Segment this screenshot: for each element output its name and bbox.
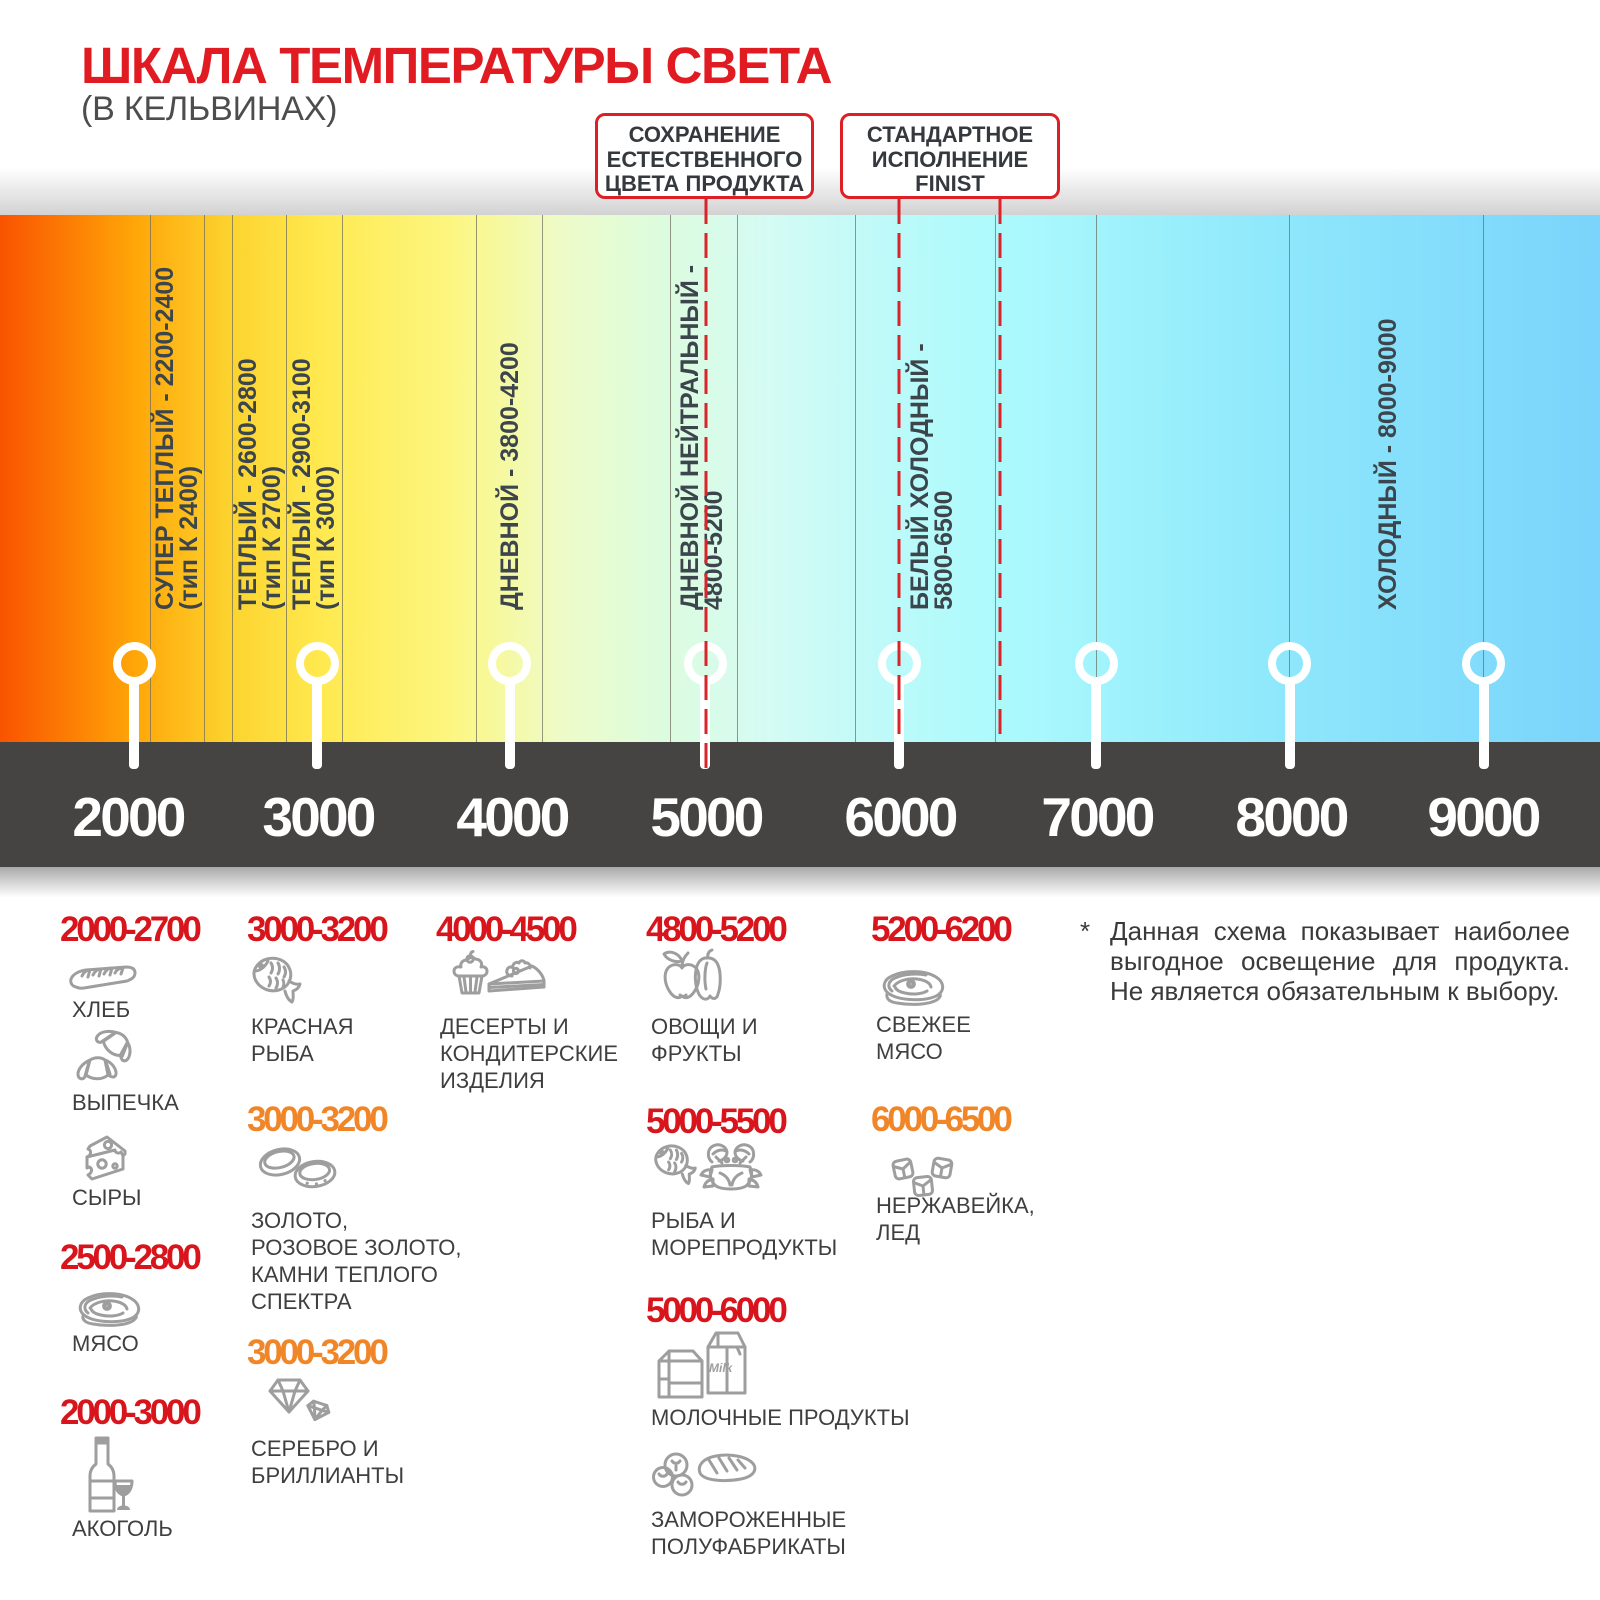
svg-text:Milk: Milk — [709, 1361, 734, 1375]
